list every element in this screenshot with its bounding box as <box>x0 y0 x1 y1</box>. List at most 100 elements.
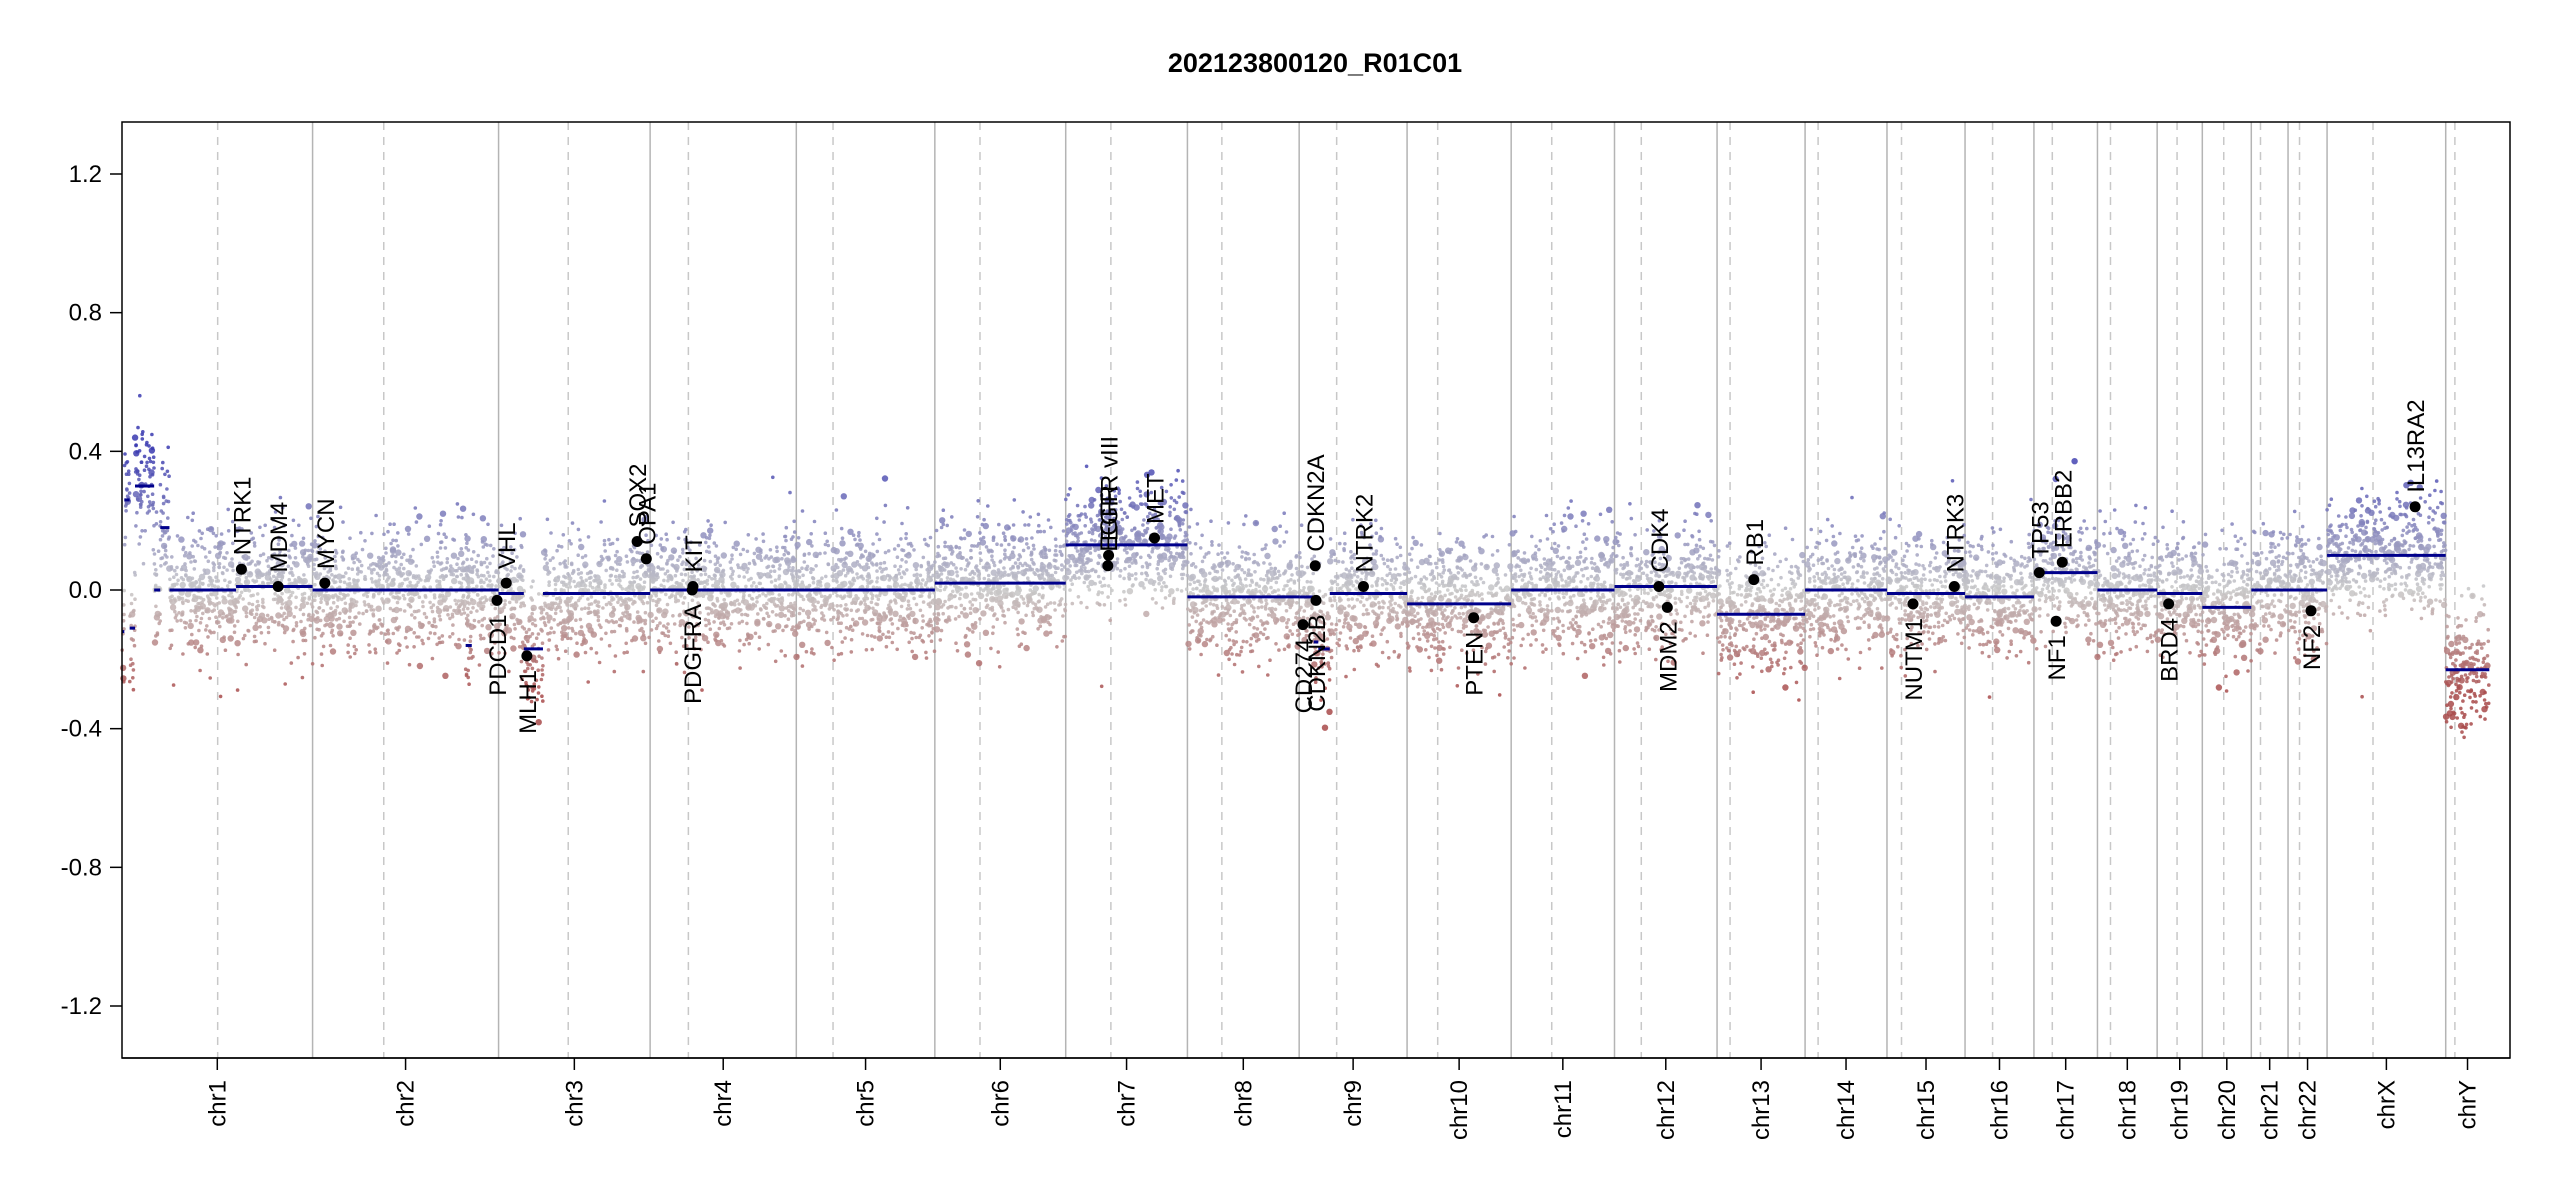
probe-point <box>1042 577 1047 582</box>
probe-point <box>870 561 874 565</box>
probe-point <box>347 577 352 581</box>
probe-point <box>173 568 177 573</box>
probe-point <box>1276 569 1281 574</box>
probe-point <box>682 595 687 600</box>
probe-point <box>177 611 181 615</box>
probe-point <box>818 551 822 556</box>
probe-point <box>445 608 450 612</box>
probe-point <box>412 631 417 635</box>
probe-point <box>1211 577 1215 581</box>
probe-point <box>571 568 576 573</box>
probe-point <box>174 572 179 577</box>
probe-point <box>870 647 874 652</box>
probe-point <box>632 620 636 624</box>
probe-point <box>358 622 362 626</box>
probe-point <box>1225 551 1230 555</box>
probe-point <box>769 555 774 559</box>
probe-point <box>1012 498 1017 502</box>
probe-point <box>1088 551 1093 555</box>
probe-point <box>333 593 338 597</box>
probe-point <box>1046 620 1050 625</box>
probe-point <box>1069 528 1074 532</box>
probe-point <box>226 507 230 512</box>
probe-point <box>625 560 630 564</box>
probe-point <box>1064 539 1069 544</box>
probe-point <box>438 617 443 622</box>
probe-point <box>486 522 490 527</box>
probe-point <box>904 621 909 625</box>
probe-point <box>1167 593 1172 598</box>
probe-point <box>533 618 537 622</box>
probe-point <box>840 640 845 644</box>
probe-point <box>625 650 629 654</box>
probe-point <box>467 564 472 569</box>
probe-point <box>334 580 338 584</box>
probe-point <box>219 532 224 536</box>
probe-point <box>516 585 524 593</box>
probe-point <box>1127 564 1132 569</box>
probe-point <box>840 536 845 540</box>
probe-point <box>247 589 252 593</box>
probe-point <box>857 530 861 535</box>
probe-point <box>456 515 461 519</box>
probe-point <box>964 585 968 590</box>
probe-point <box>1285 625 1289 629</box>
probe-point <box>1067 513 1072 517</box>
probe-point <box>1219 561 1224 566</box>
probe-point <box>213 584 217 588</box>
probe-point <box>466 668 471 673</box>
probe-point <box>608 566 613 571</box>
probe-point <box>1082 580 1087 585</box>
probe-point <box>341 574 346 579</box>
probe-point <box>313 635 317 640</box>
probe-point <box>1227 628 1232 633</box>
probe-point <box>427 620 431 625</box>
probe-point <box>270 556 274 561</box>
probe-point <box>405 577 410 581</box>
probe-point <box>793 601 797 605</box>
probe-point <box>1016 632 1020 637</box>
probe-point <box>1185 640 1192 648</box>
probe-point <box>607 600 611 605</box>
probe-point <box>122 612 126 617</box>
probe-point <box>635 558 639 563</box>
probe-point <box>292 615 297 619</box>
probe-point <box>460 515 464 520</box>
probe-point <box>175 565 179 570</box>
probe-point <box>606 557 611 562</box>
probe-point <box>248 562 252 566</box>
probe-point <box>252 615 257 620</box>
probe-point <box>1053 548 1058 553</box>
probe-point <box>414 520 419 524</box>
probe-point <box>420 622 425 627</box>
probe-point <box>943 544 947 549</box>
probe-point <box>1128 503 1132 508</box>
probe-point <box>346 650 350 655</box>
probe-point <box>915 576 919 580</box>
probe-point <box>469 557 474 561</box>
probe-point <box>804 649 809 654</box>
probe-point <box>515 594 522 601</box>
probe-point <box>194 604 198 609</box>
probe-point <box>232 624 237 628</box>
probe-point <box>306 548 311 553</box>
probe-point <box>1064 558 1071 565</box>
probe-point <box>363 603 367 607</box>
probe-point <box>1244 557 1248 562</box>
probe-point <box>451 572 456 577</box>
probe-point <box>336 623 343 630</box>
probe-point <box>465 621 469 626</box>
probe-point <box>293 556 298 560</box>
probe-point <box>421 604 425 609</box>
probe-point <box>1144 530 1149 534</box>
probe-point <box>602 499 607 503</box>
probe-point <box>855 572 859 576</box>
probe-point <box>1259 600 1264 604</box>
probe-point <box>909 581 913 586</box>
probe-point <box>991 535 996 539</box>
probe-point <box>596 614 601 619</box>
probe-point <box>214 534 218 538</box>
probe-point <box>617 623 622 628</box>
probe-point <box>445 560 450 565</box>
probe-point <box>709 610 714 615</box>
